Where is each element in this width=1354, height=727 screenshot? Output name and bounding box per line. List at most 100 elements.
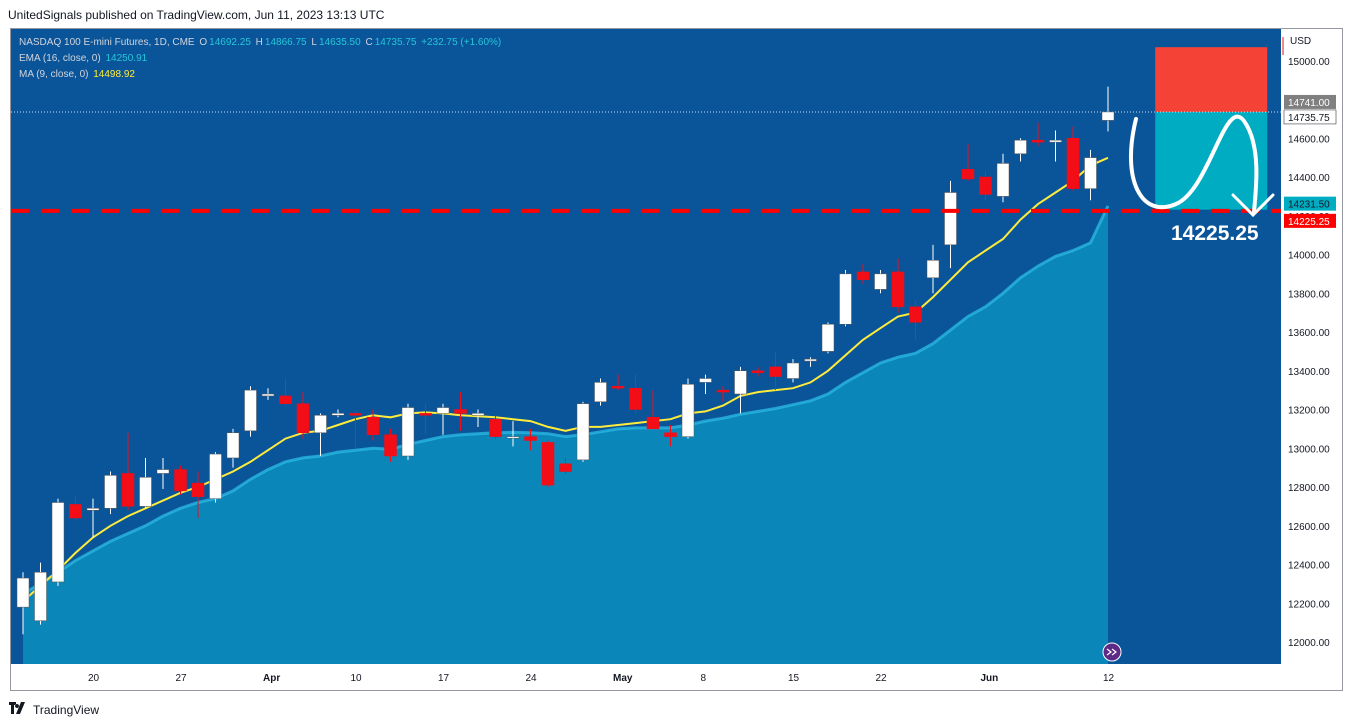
candle-body[interactable] <box>891 271 905 308</box>
time-tick-label: Apr <box>263 673 280 684</box>
candle-body[interactable] <box>156 469 170 474</box>
candle-body[interactable] <box>874 273 887 290</box>
time-tick-label: 20 <box>88 673 100 684</box>
target-price-label-bg <box>1284 213 1336 228</box>
price-tick-label: 13000.00 <box>1288 444 1330 455</box>
candle-body[interactable] <box>279 395 292 404</box>
ma-value: 14498.92 <box>93 69 135 80</box>
candle-body[interactable] <box>401 407 415 457</box>
drawn-curve-arrow[interactable] <box>1128 114 1259 214</box>
high-label: H <box>255 37 263 48</box>
candle-body[interactable] <box>594 382 607 402</box>
high-price-label-bg <box>1284 94 1336 109</box>
candle-body[interactable] <box>1031 139 1045 143</box>
candle-body[interactable] <box>961 169 975 180</box>
candle-body[interactable] <box>34 572 47 621</box>
candle-body[interactable] <box>104 475 117 509</box>
candle-body[interactable] <box>191 482 205 497</box>
candle-body[interactable] <box>1101 111 1115 121</box>
candle-body[interactable] <box>139 477 152 507</box>
candle-body[interactable] <box>804 358 817 362</box>
candle-body[interactable] <box>209 453 222 499</box>
box-bottom-price-label-bg <box>1284 196 1336 211</box>
candle-body[interactable] <box>629 387 642 410</box>
candle-body[interactable] <box>489 418 502 437</box>
candle-body[interactable] <box>821 324 835 352</box>
candle-body[interactable] <box>51 502 65 583</box>
time-tick-label: 8 <box>701 673 707 684</box>
candle-body[interactable] <box>506 436 520 439</box>
candle-body[interactable] <box>314 415 327 433</box>
ma-label: MA (9, close, 0) <box>19 69 89 80</box>
candle-body[interactable] <box>576 403 590 461</box>
candle-body[interactable] <box>979 176 992 195</box>
candle-body[interactable] <box>1014 139 1027 154</box>
tradingview-logo-icon <box>9 702 29 717</box>
candle-body[interactable] <box>1084 157 1097 189</box>
price-tick-label: 12400.00 <box>1288 561 1330 572</box>
time-tick-label: 12 <box>1103 673 1115 684</box>
candle-body[interactable] <box>261 393 275 397</box>
time-axis[interactable] <box>11 664 1281 691</box>
time-tick-label: 22 <box>876 673 888 684</box>
candle-body[interactable] <box>699 378 712 383</box>
price-chart[interactable]: 14225.2515000.0014800.0014600.0014400.00… <box>11 29 1343 691</box>
candle-body[interactable] <box>86 508 100 511</box>
candle-body[interactable] <box>681 384 695 437</box>
candle-body[interactable] <box>244 389 257 432</box>
candle-body[interactable] <box>839 273 852 325</box>
candle-body[interactable] <box>996 163 1010 197</box>
legend-ema-row[interactable]: EMA (16, close, 0) 14250.91 <box>19 52 149 65</box>
candle-body[interactable] <box>716 389 730 393</box>
target-price-label: 14225.25 <box>1288 217 1330 228</box>
candle-body[interactable] <box>541 442 555 486</box>
candle-body[interactable] <box>909 306 922 323</box>
candle-body[interactable] <box>296 403 310 433</box>
candle-body[interactable] <box>366 417 380 435</box>
price-tick-label: 13200.00 <box>1288 406 1330 417</box>
candle-body[interactable] <box>349 413 362 416</box>
target-annotation: 14225.25 <box>1171 222 1259 245</box>
price-axis[interactable] <box>1281 29 1343 691</box>
candle-body[interactable] <box>559 463 572 472</box>
stop-loss-box[interactable] <box>1155 47 1268 112</box>
double-chevron-right-icon <box>1106 648 1117 656</box>
candle-body[interactable] <box>226 432 240 459</box>
candle-body[interactable] <box>944 192 957 246</box>
arrow-head <box>1231 193 1275 218</box>
candle-body[interactable] <box>769 366 782 377</box>
chart-frame[interactable]: 14225.2515000.0014800.0014600.0014400.00… <box>10 28 1343 691</box>
candle-body[interactable] <box>436 407 450 414</box>
candle-body[interactable] <box>384 434 397 457</box>
box-bottom-price-label: 14231.50 <box>1288 200 1330 211</box>
last-price-label-bg <box>1283 109 1337 125</box>
candle-body[interactable] <box>1049 139 1062 143</box>
candle-body[interactable] <box>926 260 940 278</box>
candle-body[interactable] <box>751 370 765 373</box>
candle-body[interactable] <box>786 362 800 379</box>
candle-body[interactable] <box>471 413 485 416</box>
candle-body[interactable] <box>331 413 345 416</box>
candle-body[interactable] <box>16 577 30 608</box>
candle-body[interactable] <box>611 386 625 389</box>
legend-symbol-row: NASDAQ 100 E-mini Futures, 1D, CME O 1469… <box>19 36 503 49</box>
candle-body[interactable] <box>646 417 660 430</box>
candle-body[interactable] <box>734 370 747 395</box>
candle-body[interactable] <box>121 473 135 507</box>
open-label: O <box>199 37 208 48</box>
candle-body[interactable] <box>174 469 187 492</box>
time-tick-label: 17 <box>438 673 450 684</box>
legend-ma-row[interactable]: MA (9, close, 0) 14498.92 <box>19 68 137 81</box>
publisher-line: UnitedSignals published on TradingView.c… <box>8 8 385 22</box>
ema-label: EMA (16, close, 0) <box>19 53 101 64</box>
price-tick-label: 14600.00 <box>1288 134 1330 145</box>
price-tick-label: 12000.00 <box>1288 638 1330 649</box>
candle-body[interactable] <box>856 271 870 280</box>
candle-body[interactable] <box>69 504 82 519</box>
candle-body[interactable] <box>524 436 537 441</box>
candle-body[interactable] <box>664 432 677 437</box>
candle-body[interactable] <box>454 409 467 414</box>
ema-line <box>22 205 1110 595</box>
candle-body[interactable] <box>419 413 432 416</box>
candle-body[interactable] <box>1066 138 1080 189</box>
